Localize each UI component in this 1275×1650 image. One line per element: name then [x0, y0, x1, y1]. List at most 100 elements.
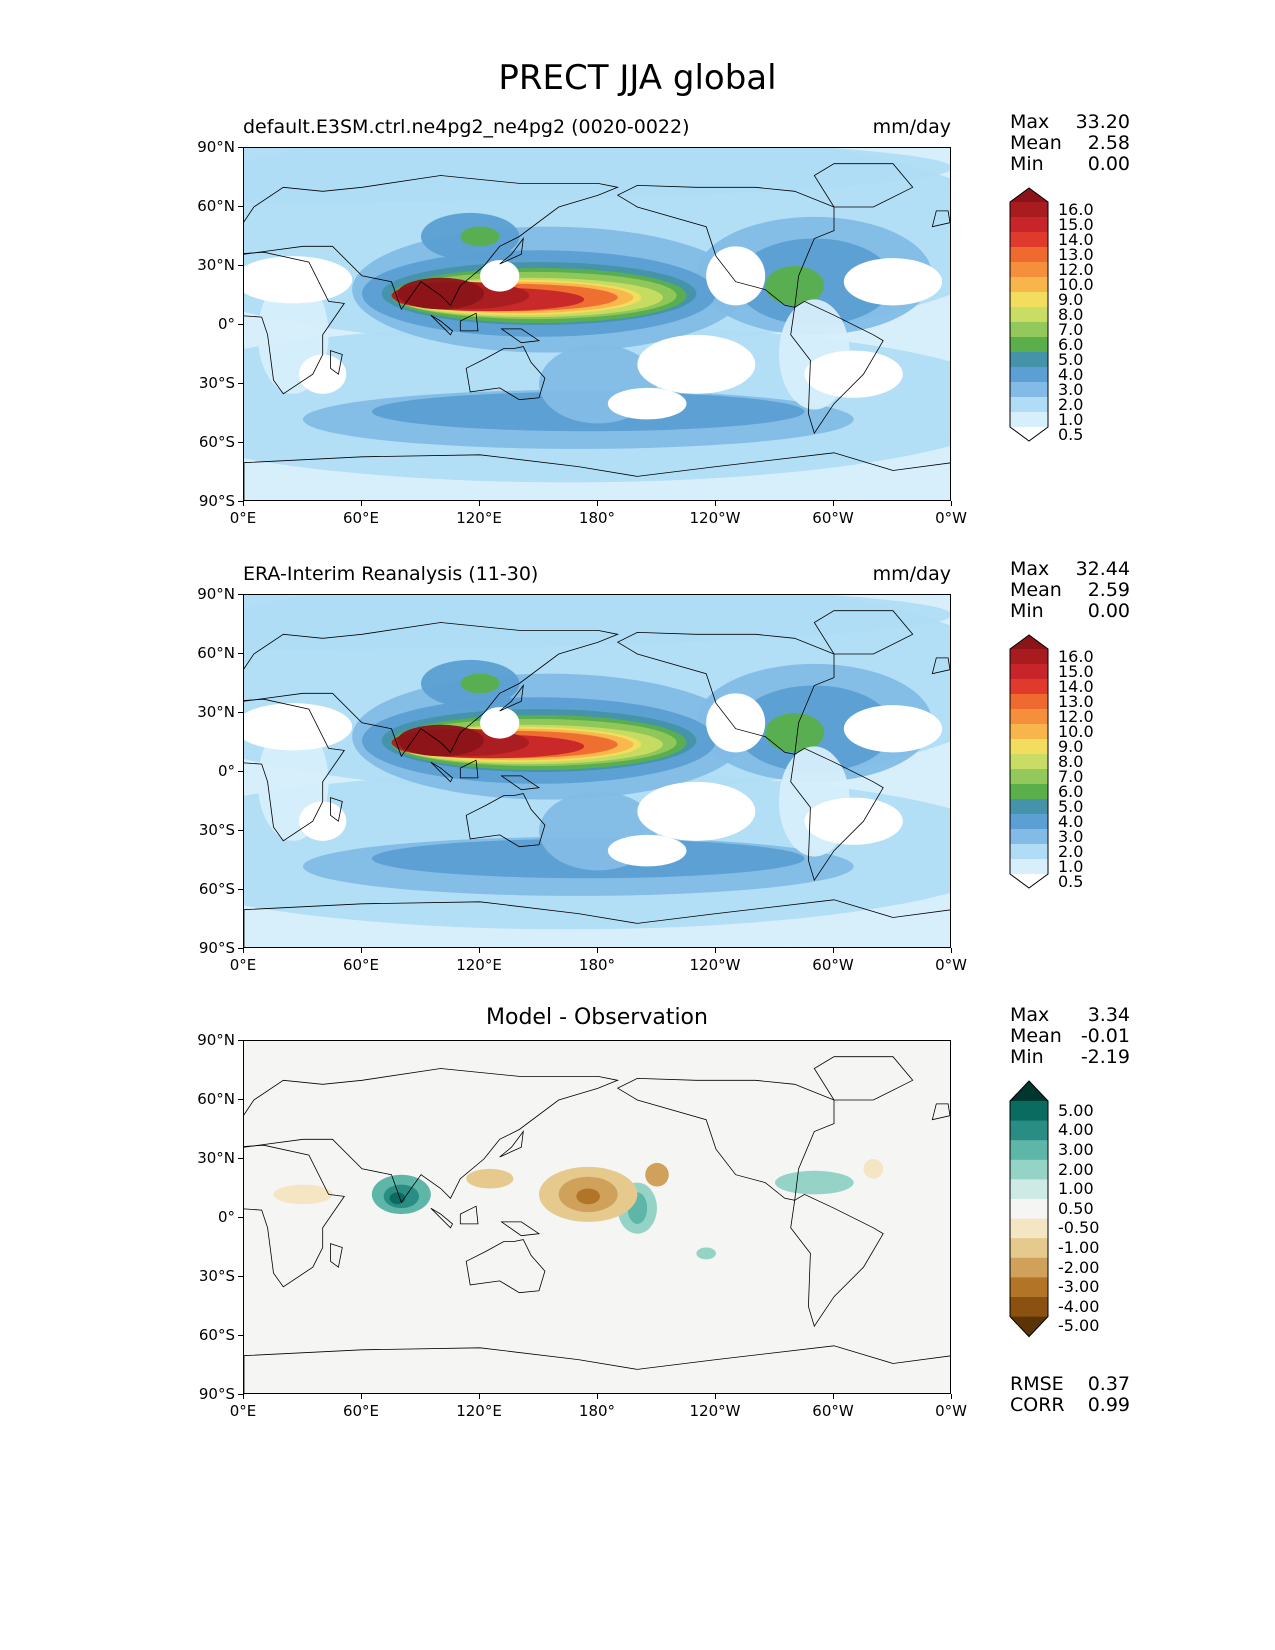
y-tick-label: 0° — [217, 762, 235, 780]
panel-title: ERA-Interim Reanalysis (11-30) — [243, 563, 539, 585]
colorbar-segment — [1010, 232, 1048, 248]
y-tick-label: 60°N — [197, 197, 235, 215]
colorbar-segment — [1010, 709, 1048, 725]
coastline-7 — [931, 210, 950, 228]
stat-mean-value: 2.59 — [1087, 579, 1130, 601]
colorbar-label: 5.0 — [1058, 349, 1084, 369]
dry-region-4 — [706, 246, 766, 306]
colorbar-label: 4.00 — [1058, 1120, 1094, 1140]
colorbar-segment — [1010, 649, 1048, 665]
colorbar-bottom-extend — [1010, 874, 1048, 888]
diff-contour-12 — [863, 1159, 884, 1179]
coastline-10 — [500, 1221, 541, 1237]
coastline-9 — [430, 761, 454, 783]
colorbar-segment — [1010, 1140, 1048, 1161]
y-tick-mark — [238, 711, 243, 713]
coastline-4 — [465, 346, 546, 401]
colorbar-label: 0.5 — [1058, 871, 1084, 891]
colorbar-segment — [1010, 202, 1048, 218]
colorbar-segment — [1010, 814, 1048, 830]
colorbar-label: 9.0 — [1058, 289, 1084, 309]
x-tick-label: 60°W — [812, 1402, 854, 1420]
colorbar-label: 16.0 — [1058, 199, 1094, 219]
x-tick-mark — [714, 948, 716, 953]
coastline-10 — [500, 328, 541, 344]
x-tick-label: 0°W — [935, 1402, 967, 1420]
map-model — [243, 147, 951, 501]
x-tick-mark — [360, 1394, 362, 1399]
diff-contour-9 — [466, 1168, 514, 1189]
colorbar-label: 1.00 — [1058, 1179, 1094, 1199]
x-tick-label: 0°E — [229, 1402, 257, 1420]
x-tick-mark — [596, 501, 598, 506]
colorbar-label: 3.0 — [1058, 379, 1084, 399]
colorbar-label: 8.0 — [1058, 751, 1084, 771]
coastline-8 — [499, 1130, 524, 1158]
colorbar-label: 7.0 — [1058, 319, 1084, 339]
dry-region-2 — [637, 334, 756, 394]
colorbar-segment — [1010, 754, 1048, 770]
colorbar-label: 5.00 — [1058, 1100, 1094, 1120]
x-tick-mark — [832, 501, 834, 506]
colorbar-segment — [1010, 784, 1048, 800]
y-tick-mark — [238, 1334, 243, 1336]
colorbar-outline — [1009, 1080, 1049, 1338]
coastline-1 — [244, 1068, 620, 1204]
coastline-0 — [244, 698, 346, 842]
y-tick-mark — [238, 1393, 243, 1395]
stat-mean-label: Mean — [1010, 1025, 1062, 1047]
metric-corr-value: 0.99 — [1087, 1394, 1130, 1416]
x-tick-mark — [596, 948, 598, 953]
coastline-3 — [790, 300, 884, 435]
colorbar-label: 10.0 — [1058, 721, 1094, 741]
colorbar-segment — [1010, 367, 1048, 383]
y-tick-mark — [238, 1157, 243, 1159]
colorbar-label: 12.0 — [1058, 259, 1094, 279]
x-tick-label: 60°W — [812, 956, 854, 974]
dry-region-7 — [804, 350, 903, 398]
colorbar-segment — [1010, 412, 1048, 428]
y-tick-mark — [238, 146, 243, 148]
y-tick-mark — [238, 1216, 243, 1218]
y-tick-label: 30°S — [198, 821, 235, 839]
colorbar-label: 6.0 — [1058, 334, 1084, 354]
precip-contour-22 — [460, 226, 500, 247]
colorbar-label: 1.0 — [1058, 409, 1084, 429]
colorbar-label: -2.00 — [1058, 1257, 1100, 1277]
coastline-0 — [244, 1144, 346, 1288]
y-tick-label: 90°S — [198, 939, 235, 957]
x-tick-label: 0°W — [935, 509, 967, 527]
coastline-12 — [330, 797, 343, 822]
stat-mean-value: 2.58 — [1087, 132, 1130, 154]
coastline-10 — [500, 775, 541, 791]
coastline-5 — [244, 899, 950, 947]
dry-region-0 — [244, 703, 353, 751]
y-tick-label: 60°S — [198, 433, 235, 451]
x-tick-mark — [478, 1394, 480, 1399]
y-tick-label: 60°N — [197, 644, 235, 662]
x-tick-mark — [360, 501, 362, 506]
diff-contour-2 — [389, 1192, 406, 1205]
colorbar-label: 10.0 — [1058, 274, 1094, 294]
colorbar-label: -4.00 — [1058, 1296, 1100, 1316]
colorbar-label: 1.0 — [1058, 856, 1084, 876]
y-tick-label: 90°N — [197, 1031, 235, 1049]
colorbar-segment — [1010, 307, 1048, 323]
colorbar-segment — [1010, 1238, 1048, 1259]
coastline-2 — [616, 631, 835, 755]
stat-mean-label: Mean — [1010, 132, 1062, 154]
y-tick-label: 90°S — [198, 1385, 235, 1403]
colorbar-label: 9.0 — [1058, 736, 1084, 756]
colorbar-label: 4.0 — [1058, 811, 1084, 831]
y-tick-label: 90°N — [197, 585, 235, 603]
colorbar-label: 0.50 — [1058, 1198, 1094, 1218]
y-tick-mark — [238, 205, 243, 207]
y-tick-label: 60°N — [197, 1090, 235, 1108]
map-difference — [243, 1040, 951, 1394]
colorbar-label: 14.0 — [1058, 676, 1094, 696]
coastline-5 — [244, 452, 950, 500]
stat-min-value: 0.00 — [1087, 600, 1130, 622]
x-tick-mark — [478, 948, 480, 953]
coastline-8 — [499, 684, 524, 712]
colorbar-segment — [1010, 352, 1048, 368]
